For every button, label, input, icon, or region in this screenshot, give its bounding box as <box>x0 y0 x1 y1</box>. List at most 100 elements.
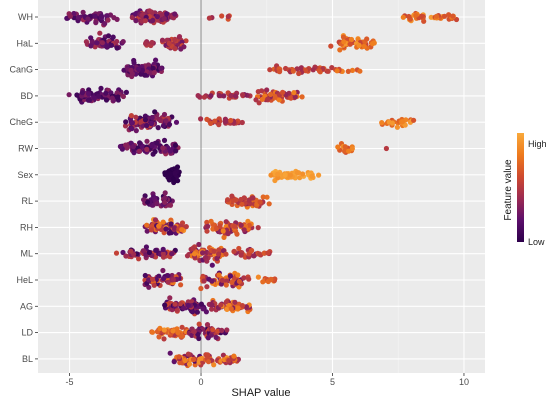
data-point <box>229 193 235 199</box>
data-point <box>223 299 229 305</box>
data-point <box>194 309 200 315</box>
data-point <box>162 170 168 176</box>
data-point <box>165 273 171 279</box>
data-point <box>428 14 434 20</box>
data-point <box>300 171 306 177</box>
data-point <box>120 39 126 45</box>
data-point <box>266 201 272 207</box>
data-point <box>129 120 135 126</box>
x-tick-labels: -5 0 5 10 <box>66 373 469 387</box>
data-point <box>186 361 193 367</box>
data-point <box>292 94 298 100</box>
data-point <box>264 194 270 200</box>
data-point <box>238 196 244 203</box>
data-point <box>88 35 94 41</box>
data-point <box>189 309 196 315</box>
data-point <box>196 321 202 327</box>
data-point <box>302 68 309 74</box>
data-point <box>162 190 168 196</box>
data-point <box>389 120 395 126</box>
data-point <box>196 359 202 365</box>
data-point <box>340 34 347 40</box>
data-point <box>120 93 126 100</box>
data-point <box>149 39 155 46</box>
data-point <box>198 301 204 307</box>
feature-row-ml <box>113 241 273 268</box>
data-point <box>151 282 157 288</box>
data-point <box>161 336 167 342</box>
feature-labels: WH HaL CanG BD CheG RW Sex RL RH ML HeL AG LD BL <box>9 12 38 364</box>
data-point <box>172 142 179 148</box>
data-point <box>241 227 247 233</box>
data-point <box>361 43 367 49</box>
data-point <box>349 67 356 73</box>
data-point <box>156 334 162 340</box>
data-point <box>128 67 134 73</box>
data-point <box>146 8 153 14</box>
data-point <box>160 267 166 274</box>
data-point <box>196 241 202 248</box>
data-point <box>132 11 138 17</box>
data-point <box>294 170 300 176</box>
data-point <box>85 16 91 22</box>
data-point <box>335 144 341 150</box>
data-point <box>159 37 166 43</box>
data-point <box>144 138 150 144</box>
data-point <box>224 278 230 284</box>
data-point <box>136 66 142 72</box>
data-point <box>172 11 178 17</box>
data-point <box>209 306 215 312</box>
data-point <box>239 201 245 207</box>
data-point <box>216 247 222 253</box>
data-point <box>204 284 210 290</box>
legend-low-label: Low <box>528 237 545 247</box>
data-point <box>309 173 315 179</box>
data-point <box>198 285 204 292</box>
data-point <box>235 305 241 311</box>
feature-label-rl: RL <box>21 196 33 206</box>
data-point <box>334 68 340 74</box>
data-point <box>267 67 273 73</box>
data-point <box>130 143 137 150</box>
data-point <box>157 325 163 331</box>
data-point <box>99 40 105 46</box>
data-point <box>155 125 161 131</box>
data-point <box>260 194 266 200</box>
data-point <box>235 272 241 278</box>
data-point <box>225 231 231 237</box>
data-point <box>117 143 123 150</box>
plot-panel <box>38 0 485 373</box>
data-point <box>349 146 355 152</box>
data-point <box>164 11 170 17</box>
data-point <box>275 171 281 177</box>
data-point <box>103 97 110 103</box>
data-point <box>328 43 334 49</box>
data-point <box>152 109 158 115</box>
data-point <box>239 303 246 309</box>
data-point <box>209 302 215 308</box>
feature-label-ag: AG <box>20 301 33 311</box>
data-point <box>110 34 116 40</box>
data-point <box>275 175 281 181</box>
data-point <box>399 119 406 125</box>
data-point <box>149 120 155 126</box>
data-point <box>297 175 303 181</box>
data-point <box>146 284 152 290</box>
data-point <box>162 302 168 308</box>
data-point <box>144 122 150 129</box>
data-point <box>249 195 255 201</box>
data-point <box>200 250 206 256</box>
data-point <box>282 172 288 178</box>
data-point <box>255 274 261 280</box>
data-point <box>204 116 210 122</box>
data-point <box>356 42 362 49</box>
data-point <box>161 137 168 143</box>
data-point <box>209 262 215 268</box>
data-point <box>169 251 175 257</box>
feature-row-rw <box>117 137 389 157</box>
data-point <box>316 172 322 178</box>
data-point <box>219 277 225 283</box>
data-point <box>150 17 156 23</box>
data-point <box>280 89 286 95</box>
data-point <box>249 247 255 254</box>
